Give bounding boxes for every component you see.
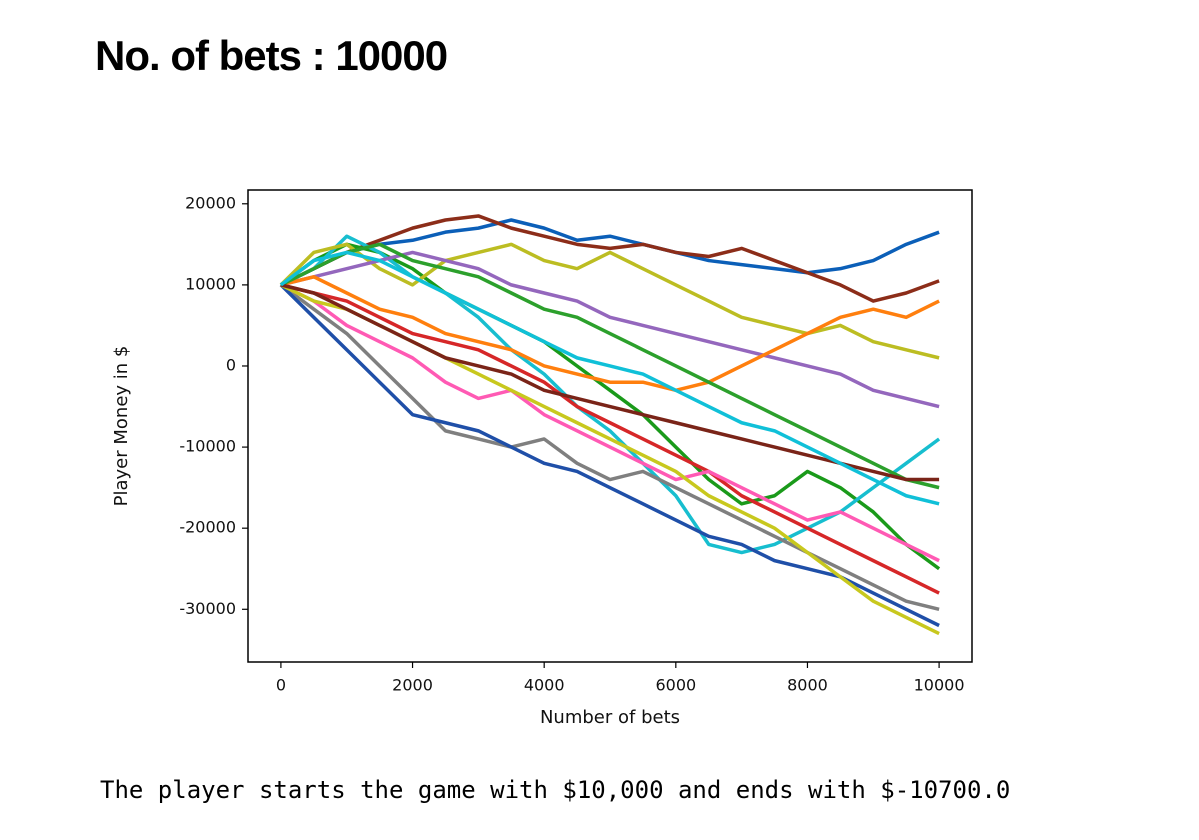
series-line: [279, 283, 940, 611]
y-tick-label: 10000: [185, 274, 236, 293]
y-tick-label: 20000: [185, 193, 236, 212]
lines: [279, 214, 941, 636]
x-tick-label: 8000: [787, 676, 828, 695]
series-line: [280, 275, 940, 393]
series-line: [280, 283, 940, 563]
y-tick-label: -30000: [179, 599, 236, 618]
series-line: [280, 250, 940, 409]
axes-frame: [247, 189, 973, 663]
series-line: [280, 234, 941, 555]
x-tick-label: 6000: [655, 676, 696, 695]
series-line: [280, 283, 940, 636]
series-line: [280, 283, 940, 595]
y-axis-label: Player Money in $: [111, 346, 132, 507]
x-tick-label: 0: [276, 676, 286, 695]
y-tick-label: -20000: [179, 518, 236, 537]
y-tick-label: -10000: [179, 437, 236, 456]
series-line: [280, 214, 940, 303]
series-line: [280, 218, 940, 287]
series-line: [279, 283, 940, 628]
series-line: [280, 283, 940, 482]
series-line: [279, 250, 940, 506]
x-tick-label: 2000: [392, 676, 433, 695]
series-line: [280, 242, 940, 490]
heading: No. of bets : 10000: [95, 32, 447, 79]
series-line: [279, 242, 940, 360]
x-tick-label: 4000: [524, 676, 565, 695]
x-tick-label: 10000: [914, 676, 965, 695]
x-axis-label: Number of bets: [540, 707, 680, 728]
y-tick-label: 0: [226, 355, 236, 374]
caption: The player starts the game with $10,000 …: [100, 776, 1010, 804]
